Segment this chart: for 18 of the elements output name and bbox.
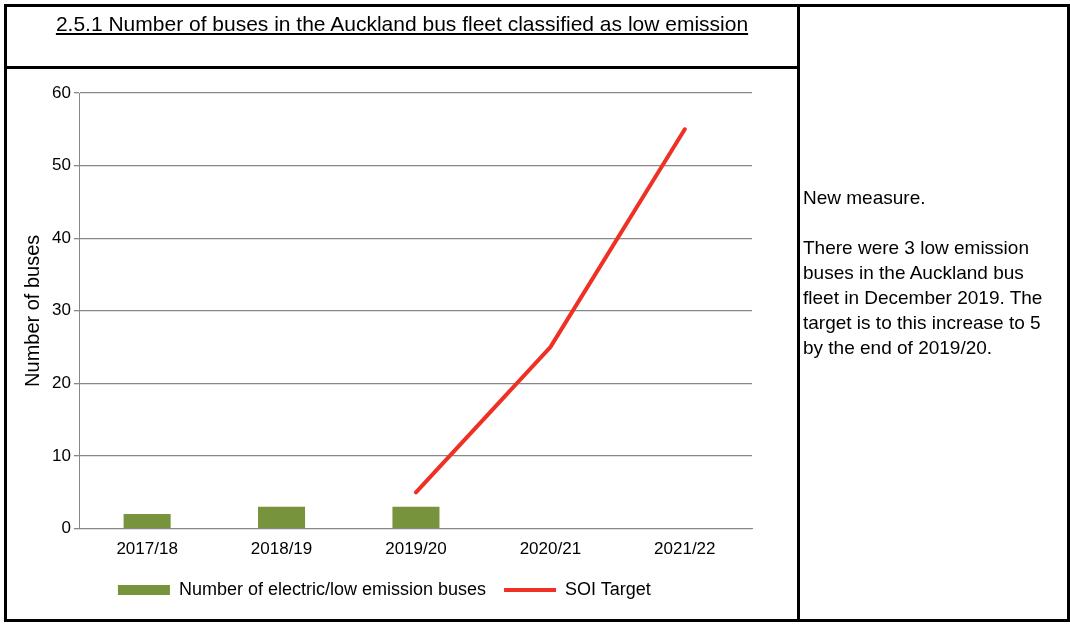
x-tick-label: 2018/19 bbox=[250, 539, 313, 559]
x-tick-label: 2017/18 bbox=[116, 539, 178, 559]
x-tick-label: 2019/20 bbox=[385, 539, 447, 559]
text: There were 3 low emission buses in the Auckland bus fleet in December 2019. The target is to this increase to 5 by the end of 2019/20. bbox=[803, 236, 1044, 360]
y-axis-title: Number of buses bbox=[20, 234, 43, 387]
legend-label: Number of electric/low emission buses bbox=[178, 578, 487, 599]
x-tick-label: 2020/21 bbox=[519, 539, 582, 559]
y-tick-label: 30 bbox=[51, 300, 71, 320]
y-tick-label: 60 bbox=[51, 82, 71, 102]
y-tick-label: 10 bbox=[51, 445, 71, 465]
y-tick-label: 0 bbox=[61, 518, 71, 538]
text: New measure. bbox=[803, 186, 927, 210]
chart-title: 2.5.1 Number of buses in the Auckland bus fleet classified as low emission bbox=[55, 12, 749, 35]
y-tick-label: 40 bbox=[51, 227, 71, 247]
y-tick-label: 20 bbox=[51, 373, 71, 393]
y-tick-label: 50 bbox=[51, 155, 71, 175]
x-tick-label: 2021/22 bbox=[654, 539, 716, 559]
legend-label: SOI Target bbox=[565, 578, 651, 599]
